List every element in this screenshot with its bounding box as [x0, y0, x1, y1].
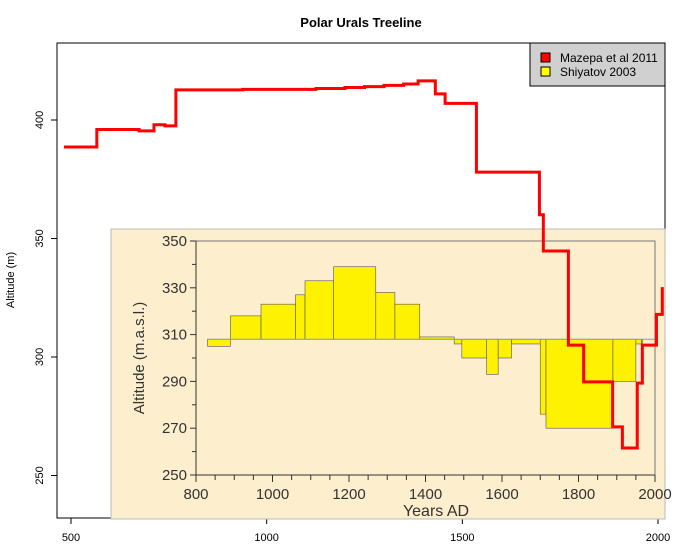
area-step	[375, 292, 396, 340]
y-tick-label: 350	[34, 229, 46, 247]
inset-x-tick-label: 1000	[256, 486, 289, 503]
inset-chart: 800 1000 1200 1400 1600 1800 2000 250 270 290 310 3…	[110, 228, 672, 520]
legend: Mazepa et al 2011 Shiyatov 2003	[529, 42, 666, 87]
x-tick-label: 1500	[450, 532, 474, 544]
area-step	[394, 303, 421, 340]
y-tick-label: 250	[34, 466, 46, 484]
y-axis-label: Altitude (m)	[5, 252, 17, 308]
series-line-mazepa	[63, 79, 664, 450]
inset-y-tick-label: 350	[162, 233, 187, 250]
inset-x-tick-label: 1800	[562, 486, 595, 503]
inset-x-tick-label: 1200	[332, 486, 365, 503]
inset-x-tick-label: 1600	[485, 486, 518, 503]
inset-y-tick-label: 290	[162, 373, 187, 390]
inset-x-tick-label: 1400	[409, 486, 442, 503]
inset-frame	[196, 240, 656, 475]
chart-title: Polar Urals Treeline	[300, 15, 421, 30]
area-step	[635, 338, 642, 345]
area-step	[612, 338, 637, 382]
area-step	[461, 338, 487, 359]
legend-label-mazepa: Mazepa et al 2011	[560, 51, 658, 65]
inset-y-tick-label: 310	[162, 327, 187, 344]
legend-swatch-shiyatov	[540, 66, 551, 77]
area-step	[333, 266, 377, 340]
area-step	[230, 315, 262, 340]
legend-label-shiyatov: Shiyatov 2003	[560, 65, 636, 79]
x-tick-label: 2000	[646, 532, 670, 544]
x-tick-label: 500	[62, 532, 80, 544]
x-tick-label: 1000	[254, 532, 278, 544]
area-step	[207, 338, 231, 347]
area-step	[497, 338, 512, 359]
area-step	[539, 338, 547, 415]
inset-y-tick-label: 250	[162, 467, 187, 484]
inset-x-axis-label: Years AD	[403, 503, 469, 520]
area-step	[453, 338, 463, 345]
area-step	[260, 303, 296, 340]
y-tick-label: 300	[34, 348, 46, 366]
legend-swatch-mazepa	[540, 52, 551, 63]
inset-y-axis-label: Altitude (m.a.s.l.)	[131, 302, 148, 415]
inset-x-tick-label: 800	[183, 486, 208, 503]
area-step	[641, 338, 644, 345]
inset-x-tick-label: 2000	[638, 486, 671, 503]
y-tick-label: 400	[34, 111, 46, 129]
area-step	[295, 294, 306, 340]
area-step	[545, 338, 614, 429]
area-step	[511, 338, 541, 345]
inset-y-tick-label: 270	[162, 420, 187, 437]
inset-y-tick-label: 330	[162, 280, 187, 297]
area-step	[304, 280, 335, 340]
area-step	[486, 338, 499, 375]
